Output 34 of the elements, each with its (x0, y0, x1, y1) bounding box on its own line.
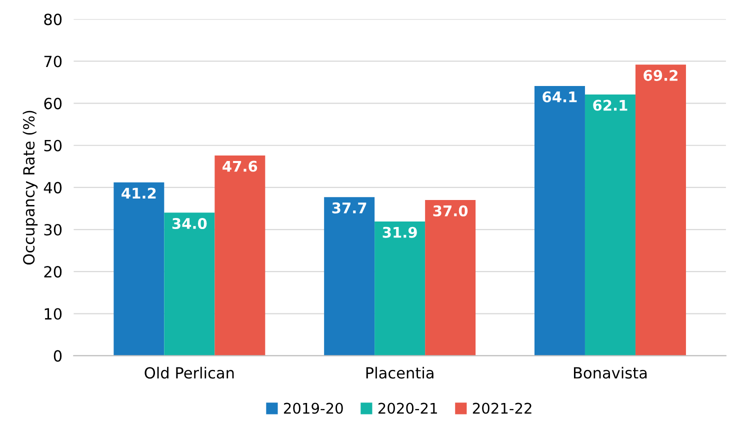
y-tick-label: 0 (54, 350, 62, 362)
bar (425, 200, 476, 356)
legend-label: 2020-21 (378, 402, 437, 414)
y-tick-label: 70 (44, 56, 62, 68)
y-axis-title: Occupancy Rate (%) (22, 110, 38, 265)
data-label: 69.2 (644, 70, 678, 81)
bar (324, 197, 375, 356)
y-tick-label: 40 (44, 182, 62, 194)
bar (214, 155, 266, 356)
y-tick-label: 50 (44, 140, 62, 152)
x-tick-label: Placentia (366, 366, 434, 379)
x-tick-label: Bonavista (574, 366, 647, 379)
data-label: 37.7 (332, 202, 366, 214)
y-tick-label: 20 (44, 266, 62, 278)
bar (374, 222, 426, 356)
bar (164, 212, 215, 356)
bar (635, 64, 686, 356)
bar (584, 94, 636, 356)
data-label: 64.1 (542, 91, 577, 102)
bar (534, 86, 585, 356)
data-label: 34.0 (172, 218, 207, 230)
data-label: 37.0 (433, 205, 468, 216)
legend-label: 2019-20 (284, 402, 343, 414)
y-tick-label: 60 (44, 98, 62, 110)
legend-label: 2021-22 (472, 402, 532, 414)
bar (114, 182, 164, 356)
y-tick-label: 80 (44, 14, 62, 26)
data-label: 62.1 (593, 100, 628, 111)
y-tick-label: 10 (44, 308, 62, 320)
data-label: 41.2 (122, 188, 156, 199)
x-tick-label: Old Perlican (144, 366, 234, 379)
data-label: 31.9 (382, 226, 417, 238)
y-tick-label: 30 (44, 224, 62, 236)
data-label: 47.6 (222, 160, 258, 172)
